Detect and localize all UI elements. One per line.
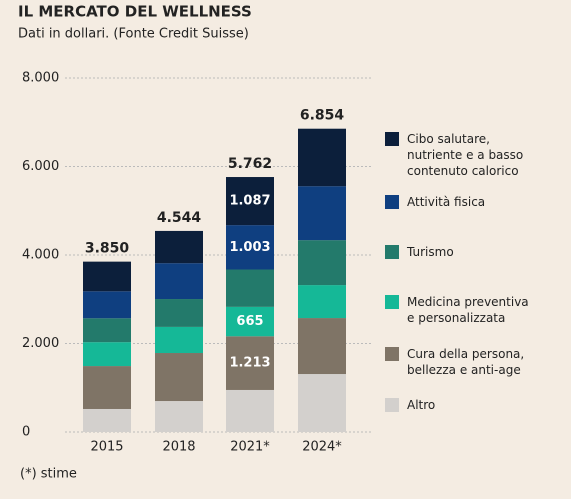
bar-segment [226,269,274,307]
legend-swatch [385,347,399,361]
legend-label: Medicina preventiva e personalizzata [407,295,529,325]
legend-label: Attività fisica [407,195,486,209]
bar-segment [226,225,274,270]
y-tick-label: 8.000 [22,71,59,86]
bar-segment [226,177,274,226]
bar-segment [226,306,274,337]
value-label: 665 [236,314,263,329]
bar-segment [155,353,203,402]
bar-segment [155,230,203,264]
footnote: (*) stime [20,467,77,482]
bar-segment [298,374,346,432]
total-label: 4.544 [157,210,202,226]
legend-item: Cura della persona, bellezza e anti-age [385,346,565,378]
chart-subtitle: Dati in dollari. (Fonte Credit Suisse) [18,27,249,42]
bar-segment [83,342,131,367]
bar-segment [83,291,131,319]
legend-label: Cura della persona, bellezza e anti-age [407,347,525,377]
legend-label: Altro [407,398,436,412]
legend-swatch [385,245,399,259]
legend-swatch [385,132,399,146]
legend-swatch [385,295,399,309]
legend-swatch [385,398,399,412]
value-label: 1.003 [229,240,270,255]
bar-segment [155,299,203,327]
bar-segment [155,401,203,432]
legend-item: Medicina preventiva e personalizzata [385,294,565,326]
x-tick-label: 2018 [162,440,195,455]
bar-segment [155,263,203,300]
x-tick-label: 2021* [230,440,270,455]
y-tick-label: 4.000 [22,248,59,263]
legend-item: Altro [385,397,565,413]
legend-label: Cibo salutare, nutriente e a basso conte… [407,132,524,178]
bar-segment [83,408,131,432]
legend-item: Attività fisica [385,194,565,210]
y-tick-label: 2.000 [22,336,59,351]
legend-swatch [385,195,399,209]
legend-label: Turismo [407,245,454,259]
bar-segment [226,389,274,432]
bar-segment [226,336,274,390]
bar-segment [298,240,346,286]
chart-title: IL MERCATO DEL WELLNESS [18,3,252,21]
x-tick-label: 2024* [302,440,342,455]
y-tick-label: 6.000 [22,159,59,174]
bar-segment [155,326,203,354]
bar-segment [83,261,131,292]
total-label: 5.762 [228,156,272,172]
x-tick-label: 2015 [90,440,123,455]
legend-item: Cibo salutare, nutriente e a basso conte… [385,131,565,179]
bar-segment [298,128,346,187]
bar-segment [298,318,346,375]
bar-segment [83,366,131,409]
bar-segment [298,285,346,319]
legend-item: Turismo [385,244,565,260]
value-label: 1.087 [229,194,270,209]
bar-segment [298,186,346,241]
total-label: 6.854 [300,108,345,124]
value-label: 1.213 [229,356,270,371]
total-label: 3.850 [85,241,130,257]
bar-segment [83,318,131,343]
y-tick-label: 0 [22,425,30,440]
